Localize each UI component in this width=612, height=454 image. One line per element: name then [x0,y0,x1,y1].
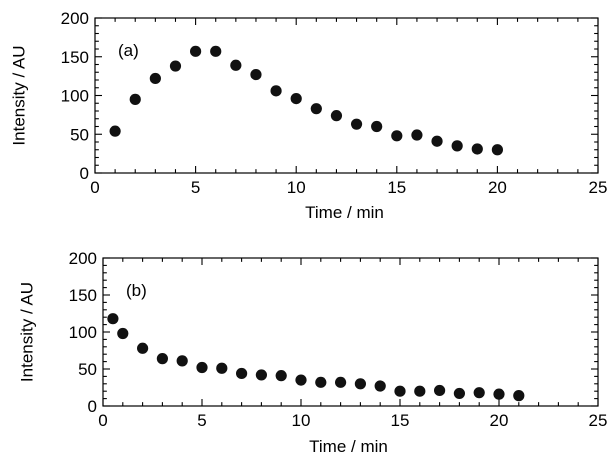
a-y-tick-label: 200 [61,9,89,28]
a-data-point [190,45,202,57]
b-data-point [236,367,248,380]
b-x-tick-label: 25 [589,411,608,430]
a-data-point [451,140,463,152]
b-data-point [394,385,406,397]
b-x-tick-label: 20 [490,411,509,430]
a-x-tick-label: 5 [191,178,200,197]
a-y-axis-label: Intensity / AU [9,45,28,145]
a-data-point [109,125,121,137]
a-plot-frame [94,17,599,174]
b-x-tick-label: 5 [197,411,206,430]
b-data-point [434,384,446,397]
a-data-point [169,60,182,72]
a-data-point [471,143,483,155]
a-data-point [411,129,423,141]
b-y-tick-label: 100 [69,323,97,342]
a-x-axis-label: Time / min [305,203,384,222]
b-x-tick-label: 0 [98,411,107,430]
a-data-point [129,93,141,105]
b-data-point [117,327,129,340]
a-data-point [350,118,363,130]
a-y-tick-label: 0 [80,164,89,183]
b-data-point [196,361,208,374]
a-data-point [330,110,343,122]
panel-a: 0 5 10 15 20 25 0 50 100 150 200 Time / min Intensit… [9,9,607,222]
a-data-point [250,68,262,81]
b-data-point [414,385,426,397]
b-data-point [513,390,525,402]
a-data-point [491,144,503,156]
a-data-point [149,72,161,85]
a-data-point [431,135,443,147]
a-x-tick-label: 20 [488,178,507,197]
b-y-tick-label: 50 [78,360,97,379]
b-data-point [156,353,168,365]
b-plot-frame [102,257,599,407]
a-x-tick-label: 0 [90,178,99,197]
a-data-point [210,45,222,57]
b-x-axis-label: Time / min [309,437,388,454]
a-panel-label: (a) [118,41,139,60]
b-data-point [315,376,327,388]
a-data-point [270,85,282,97]
b-data-point [137,342,149,354]
a-x-tick-label: 25 [589,178,608,197]
b-x-tick-label: 10 [292,411,311,430]
b-data-point [473,387,485,399]
a-y-tick-label: 50 [70,125,89,144]
b-y-tick-label: 200 [69,249,97,268]
b-data-point [354,378,366,390]
b-panel-label: (b) [126,281,147,300]
a-x-tick-label: 10 [287,178,306,197]
b-data-point [453,387,465,400]
b-data-point [275,370,287,382]
a-data-point [310,103,322,115]
a-data-point [391,130,403,142]
a-data-point [230,59,242,71]
b-data-point [335,376,347,388]
a-y-tick-label: 150 [61,48,89,67]
a-data-point [290,93,302,105]
panel-b: 0 5 10 15 20 25 0 50 100 150 200 Time / min Intensit… [17,249,607,454]
b-data-point [176,355,188,367]
a-y-tick-label: 100 [61,87,89,106]
b-data-point [493,388,505,400]
a-x-tick-label: 15 [387,178,406,197]
b-data-point [107,313,119,325]
b-data-point [216,362,228,374]
b-x-tick-label: 15 [391,411,410,430]
b-y-tick-label: 0 [88,397,97,416]
b-data-point [255,369,267,381]
a-data-point [371,120,383,133]
b-data-point [374,380,386,392]
b-y-tick-label: 150 [69,286,97,305]
b-y-axis-label: Intensity / AU [17,282,36,382]
b-data-point [295,374,307,386]
